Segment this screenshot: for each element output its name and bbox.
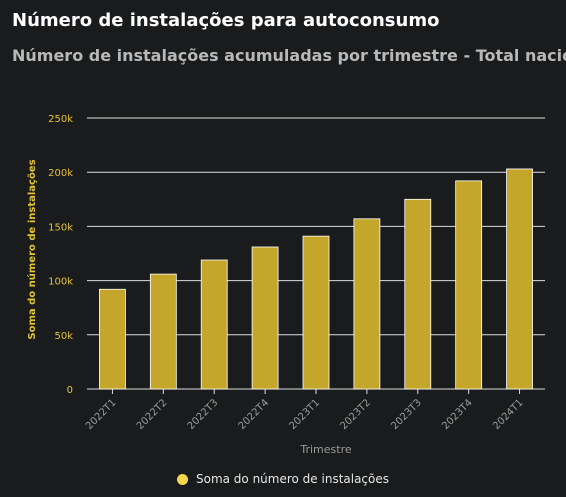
- y-tick-label: 250k: [48, 114, 73, 125]
- y-axis-title: Soma do número de instalações: [26, 159, 38, 339]
- bar: [149, 273, 177, 390]
- y-tick-label: 100k: [48, 277, 73, 288]
- bar: [353, 218, 381, 390]
- bar: [251, 246, 279, 390]
- legend-label: Soma do número de instalações: [195, 472, 390, 486]
- x-tick-label: 2022T3: [186, 397, 221, 432]
- x-tick-label: 2022T1: [84, 397, 119, 432]
- x-axis-title: Trimestre: [299, 443, 351, 456]
- y-tick-label: 200k: [48, 168, 73, 179]
- bar: [404, 198, 432, 390]
- bar: [99, 288, 126, 390]
- y-tick-label: 50k: [54, 331, 73, 342]
- bar: [302, 235, 330, 390]
- x-tick-label: 2023T2: [338, 397, 373, 432]
- bar: [506, 168, 533, 390]
- x-tick-label: 2024T1: [491, 397, 526, 432]
- chart-title: Número de instalações para autoconsumo: [12, 10, 440, 31]
- x-tick-label: 2022T4: [237, 397, 272, 432]
- bar: [200, 259, 228, 390]
- bar: [455, 180, 483, 390]
- chart-subtitle: Número de instalações acumuladas por tri…: [12, 46, 566, 65]
- x-tick-label: 2022T2: [135, 397, 170, 432]
- x-tick-label: 2023T3: [389, 397, 424, 432]
- y-tick-label: 0: [67, 385, 73, 396]
- y-tick-label: 150k: [48, 222, 73, 233]
- legend[interactable]: Soma do número de instalações: [0, 472, 566, 486]
- legend-marker: [176, 473, 188, 485]
- bar-chart: 0 50k 100k 150k 200k 250k 2022T1 2022T2 2022T3 20…: [26, 114, 545, 456]
- x-tick-label: 2023T4: [440, 397, 475, 432]
- x-tick-label: 2023T1: [288, 397, 323, 432]
